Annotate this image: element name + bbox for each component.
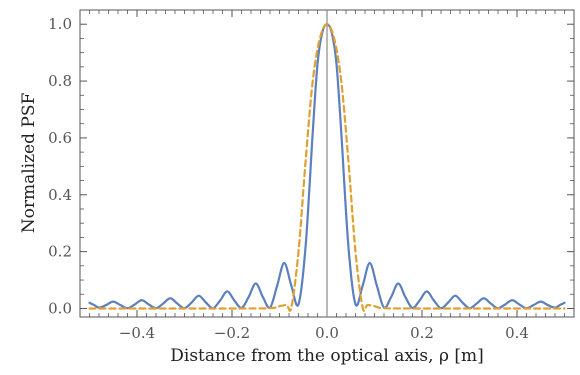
y-tick-label: 0.4 xyxy=(48,186,72,204)
x-tick-marks xyxy=(89,10,565,317)
x-tick-label: 0.2 xyxy=(410,324,434,342)
x-tick-label: −0.2 xyxy=(214,324,250,342)
series-layer xyxy=(88,23,566,312)
y-tick-label: 0.6 xyxy=(48,129,72,147)
y-tick-label: 1.0 xyxy=(48,15,72,33)
x-tick-label: 0.4 xyxy=(505,324,529,342)
x-axis-title: Distance from the optical axis, ρ [m] xyxy=(170,346,483,366)
series-dashed-line xyxy=(88,23,566,312)
x-tick-labels: −0.4 −0.2 0.0 0.2 0.4 xyxy=(119,324,529,342)
x-tick-label: 0.0 xyxy=(315,324,339,342)
y-tick-label: 0.2 xyxy=(48,243,72,261)
y-tick-marks xyxy=(80,23,574,309)
y-tick-label: 0.0 xyxy=(48,299,72,317)
y-tick-labels: 0.0 0.2 0.4 0.6 0.8 1.0 xyxy=(48,15,72,317)
y-tick-label: 0.8 xyxy=(48,72,72,90)
x-tick-label: −0.4 xyxy=(119,324,155,342)
y-axis-title: Normalized PSF xyxy=(19,93,39,234)
